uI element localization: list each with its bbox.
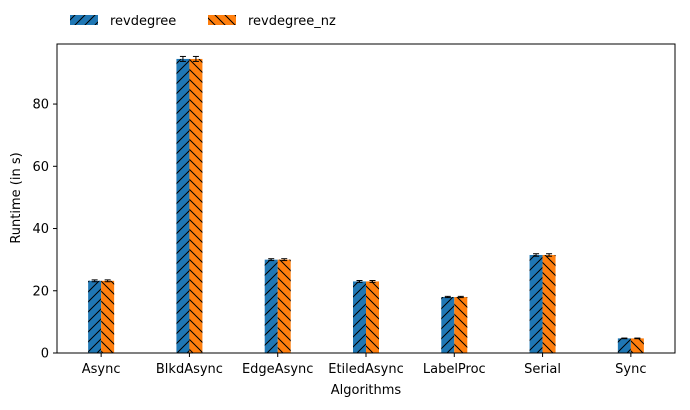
error-bars-layer [91, 55, 641, 340]
bar-hatch-revdegree-nz-sync [630, 338, 644, 353]
bar-hatch-revdegree-nz-labelproc [454, 296, 468, 353]
error-bar-revdegree-nz-edgeasync [281, 258, 288, 262]
error-bar-revdegree-nz-serial [546, 253, 553, 257]
y-axis-label: Runtime (in s) [9, 152, 24, 243]
x-axis-label: Algorithms [331, 383, 402, 398]
x-tick-label-etiledasync: EtiledAsync [328, 362, 404, 377]
error-bar-revdegree-serial [533, 253, 540, 257]
y-tick-label-20: 20 [32, 284, 49, 299]
error-bar-revdegree-nz-async [104, 279, 111, 283]
y-tick-label-80: 80 [32, 98, 49, 113]
x-tick-label-async: Async [82, 362, 121, 377]
bar-hatch-revdegree-etiledasync [353, 281, 366, 353]
x-tick-label-labelproc: LabelProc [423, 362, 486, 377]
legend-label-revdegree: revdegree [110, 14, 176, 29]
bar-hatch-revdegree-serial [529, 254, 543, 353]
error-bar-revdegree-sync [621, 337, 628, 340]
error-bar-revdegree-blkdasync [179, 55, 186, 62]
error-bar-revdegree-etiledasync [356, 279, 363, 283]
bar-hatch-revdegree-sync [617, 338, 631, 353]
legend: revdegree revdegree_nz [70, 14, 336, 29]
error-bar-revdegree-edgeasync [268, 258, 275, 262]
legend-label-revdegree-nz: revdegree_nz [248, 14, 336, 29]
error-bar-revdegree-async [91, 279, 98, 283]
x-tick-label-sync: Sync [615, 362, 646, 377]
y-tick-label-60: 60 [32, 160, 49, 175]
error-bar-revdegree-nz-sync [634, 337, 641, 340]
bar-hatch-revdegree-labelproc [441, 296, 455, 353]
x-axis: Async BlkdAsync EdgeAsync EtiledAsync LabelP… [82, 353, 647, 377]
bar-hatch-revdegree-async [88, 280, 102, 353]
error-bar-revdegree-nz-blkdasync [192, 55, 199, 62]
bar-hatch-revdegree-nz-async [101, 280, 115, 353]
legend-swatch-hatch-revdegree-nz [208, 15, 236, 25]
bar-hatch-revdegree-nz-etiledasync [366, 281, 379, 353]
y-tick-label-40: 40 [32, 222, 49, 237]
y-axis: 0 20 40 60 80 [32, 98, 57, 362]
error-bar-revdegree-labelproc [444, 295, 451, 299]
bar-hatch-revdegree-nz-blkdasync [189, 58, 203, 353]
legend-item-revdegree-nz: revdegree_nz [208, 14, 336, 29]
legend-swatch-hatch-revdegree [70, 15, 98, 25]
bars-layer [88, 58, 644, 353]
legend-item-revdegree: revdegree [70, 14, 176, 29]
bar-hatch-revdegree-edgeasync [264, 259, 278, 353]
x-tick-label-edgeasync: EdgeAsync [242, 362, 313, 377]
bar-hatch-revdegree-blkdasync [176, 58, 190, 353]
error-bar-revdegree-nz-labelproc [457, 295, 464, 299]
x-tick-label-serial: Serial [524, 362, 561, 377]
bar-hatch-revdegree-nz-edgeasync [277, 259, 291, 353]
error-bar-revdegree-nz-etiledasync [369, 279, 376, 283]
x-tick-label-blkdasync: BlkdAsync [156, 362, 223, 377]
bar-hatch-revdegree-nz-serial [542, 254, 556, 353]
y-tick-label-0: 0 [41, 347, 49, 362]
